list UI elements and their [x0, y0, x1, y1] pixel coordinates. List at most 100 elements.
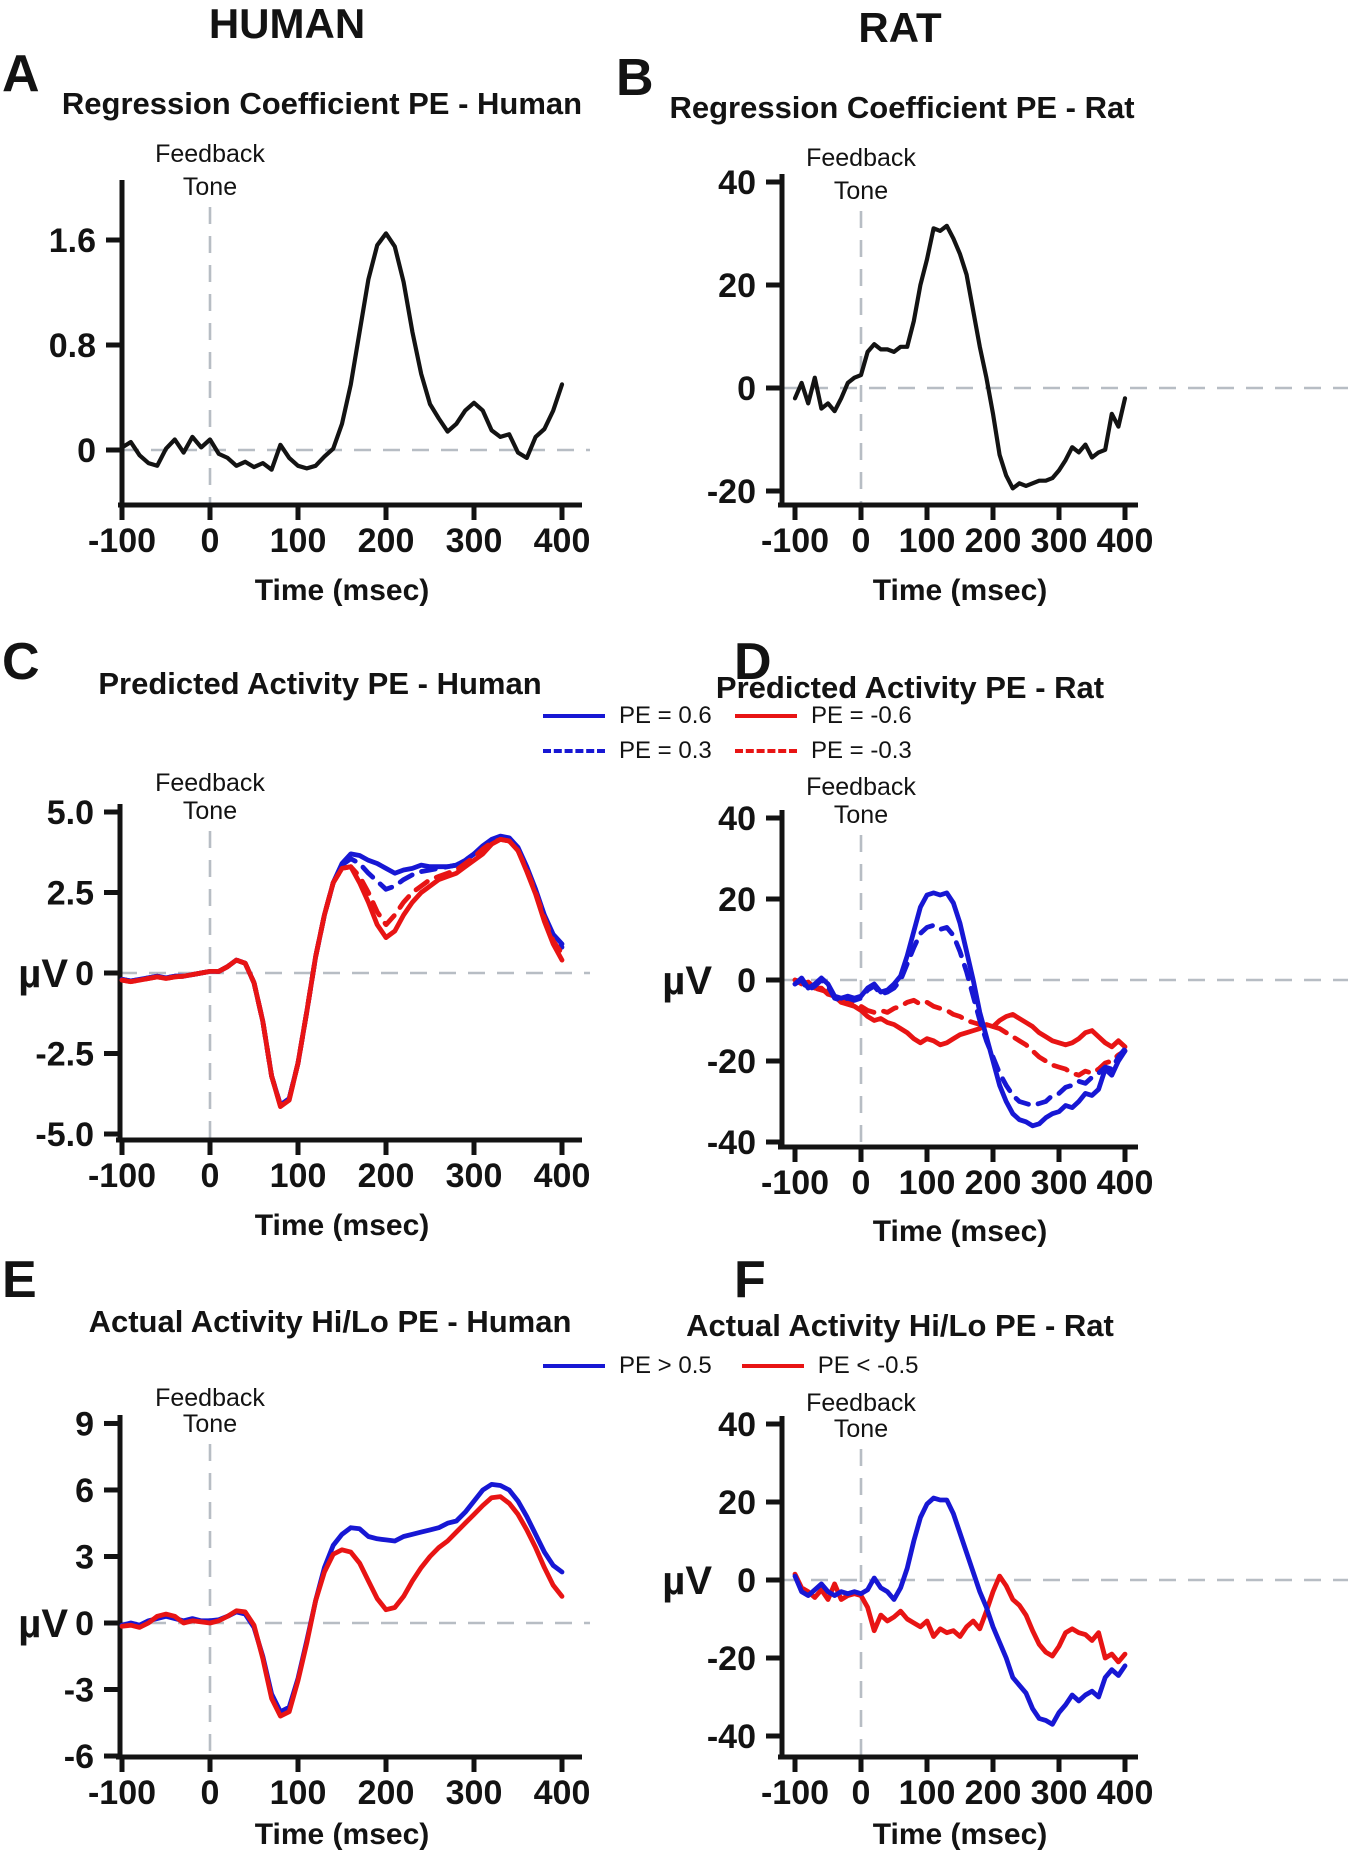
series-pe-0.6 — [119, 833, 565, 1108]
feedback-annotation: Tone — [834, 177, 888, 205]
feedback-annotation: Tone — [834, 801, 888, 829]
legend-line-red-solid-icon — [741, 1364, 804, 1368]
panel-letter-e: E — [2, 1251, 37, 1309]
y-tick-label: 20 — [718, 881, 756, 919]
column-header-rat: RAT — [858, 4, 942, 51]
series-pe-0.6 — [792, 890, 1128, 1129]
x-axis-label: Time (msec) — [873, 1215, 1048, 1248]
feedback-annotation: Tone — [183, 797, 237, 825]
y-tick-label: 0 — [75, 1605, 94, 1643]
feedback-annotation: Feedback — [155, 1384, 265, 1412]
x-tick-label: -100 — [761, 1774, 829, 1812]
y-tick-label: 0 — [737, 962, 756, 1000]
panel-title-d: Predicted Activity PE - Rat — [715, 670, 1105, 705]
x-tick-label: -100 — [88, 1157, 156, 1195]
x-tick-label: 100 — [270, 1157, 327, 1195]
feedback-annotation: Feedback — [806, 773, 916, 801]
y-tick-label: 0 — [737, 370, 756, 408]
x-tick-label: 400 — [1097, 1164, 1154, 1202]
feedback-annotation: Tone — [834, 1415, 888, 1443]
series-pe-0.3 — [792, 977, 1128, 1078]
panel-letter-d: D — [734, 633, 772, 691]
x-axis-label: Time (msec) — [255, 1209, 430, 1242]
x-tick-label: 400 — [534, 1157, 591, 1195]
x-tick-label: 200 — [358, 1774, 415, 1812]
series-pe-0.6 — [119, 837, 565, 1109]
y-tick-label: -40 — [707, 1124, 756, 1162]
series-regression-coefficient — [792, 223, 1128, 491]
y-tick-label: 6 — [75, 1472, 94, 1510]
legend-line-blue-solid-icon — [543, 1364, 605, 1368]
x-axis-label: Time (msec) — [873, 1818, 1048, 1851]
y-tick-label: 2.5 — [47, 875, 94, 913]
series-pe-0.3 — [119, 835, 565, 1108]
x-tick-label: 400 — [1097, 522, 1154, 560]
series-pe-0.5 — [119, 1482, 565, 1715]
legend-label: PE < -0.5 — [817, 1352, 919, 1379]
x-tick-label: 200 — [965, 1774, 1022, 1812]
feedback-annotation: Feedback — [806, 144, 916, 172]
y-tick-label: -40 — [707, 1718, 756, 1756]
x-tick-label: 200 — [965, 522, 1022, 560]
y-tick-label: -6 — [64, 1738, 94, 1776]
feedback-annotation: Tone — [183, 173, 237, 201]
series-pe-0.5 — [792, 1571, 1128, 1665]
legend-item: PE = 0.3 — [543, 737, 735, 765]
y-tick-label: 1.6 — [49, 222, 96, 260]
legend-panel-cd: PE = 0.6 PE = -0.6 PE = 0.3 PE = -0.3 — [543, 702, 912, 765]
legend-line-blue-solid-icon — [543, 714, 605, 718]
panel-letter-a: A — [2, 45, 40, 103]
series-regression-coefficient — [119, 231, 565, 472]
y-tick-label: 9 — [75, 1405, 94, 1443]
feedback-annotation: Feedback — [155, 140, 265, 168]
feedback-annotation: Feedback — [806, 1389, 916, 1417]
y-tick-label: -20 — [707, 473, 756, 511]
legend-item: PE > 0.5 — [543, 1352, 712, 1380]
x-tick-label: 0 — [852, 522, 871, 560]
legend-line-red-solid-icon — [735, 714, 797, 718]
x-tick-label: 0 — [201, 1157, 220, 1195]
x-tick-label: 400 — [1097, 1774, 1154, 1812]
y-tick-label: 5.0 — [47, 794, 94, 832]
x-tick-label: 0 — [201, 522, 220, 560]
x-tick-label: -100 — [761, 1164, 829, 1202]
y-tick-label: -5.0 — [35, 1116, 94, 1154]
legend-line-blue-dashed-icon — [543, 749, 605, 753]
panel-title-f: Actual Activity Hi/Lo PE - Rat — [686, 1308, 1114, 1343]
y-tick-label: 40 — [718, 800, 756, 838]
column-header-human: HUMAN — [208, 0, 366, 47]
y-tick-label: 20 — [718, 267, 756, 305]
x-axis-label: Time (msec) — [873, 574, 1048, 607]
feedback-annotation: Feedback — [155, 769, 265, 797]
x-tick-label: 300 — [1031, 1774, 1088, 1812]
y-axis-unit-label: µV — [18, 1602, 68, 1646]
x-tick-label: 400 — [534, 1774, 591, 1812]
series-pe-0.5 — [119, 1494, 565, 1719]
x-tick-label: 400 — [534, 522, 591, 560]
y-tick-label: -20 — [707, 1043, 756, 1081]
y-tick-label: -2.5 — [35, 1036, 94, 1074]
y-tick-label: 0 — [75, 955, 94, 993]
x-tick-label: 200 — [965, 1164, 1022, 1202]
x-tick-label: 100 — [899, 1164, 956, 1202]
x-axis-label: Time (msec) — [255, 1818, 430, 1851]
y-axis-unit-label: µV — [662, 1559, 712, 1603]
series-pe-0.5 — [792, 1495, 1128, 1727]
y-tick-label: 3 — [75, 1538, 94, 1576]
feedback-annotation: Tone — [183, 1410, 237, 1438]
x-axis-label: Time (msec) — [255, 574, 430, 607]
panel-title-e: Actual Activity Hi/Lo PE - Human — [88, 1304, 572, 1339]
y-tick-label: 0 — [737, 1562, 756, 1600]
panel-letter-c: C — [2, 633, 40, 691]
y-tick-label: 40 — [718, 164, 756, 202]
legend-panel-ef: PE > 0.5 PE < -0.5 — [543, 1352, 918, 1380]
x-tick-label: -100 — [88, 1774, 156, 1812]
x-tick-label: 100 — [899, 522, 956, 560]
x-tick-label: 0 — [852, 1774, 871, 1812]
y-axis-unit-label: µV — [18, 952, 68, 996]
panel-title-c: Predicted Activity PE - Human — [98, 666, 542, 701]
panel-letter-b: B — [616, 49, 654, 107]
y-tick-label: 20 — [718, 1484, 756, 1522]
legend-item: PE = 0.6 — [543, 702, 735, 730]
